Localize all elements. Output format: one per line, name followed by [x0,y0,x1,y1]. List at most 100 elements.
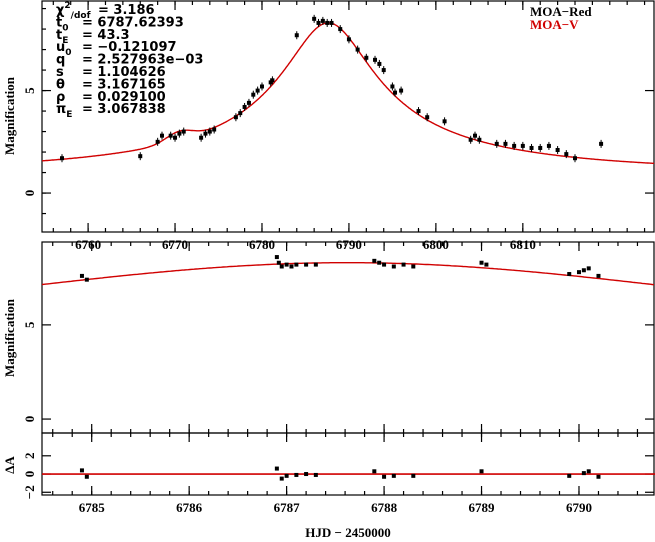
x-tick-label: 6800 [423,237,449,252]
parameter-value: = 0.029100 [82,90,166,105]
data-point [268,80,273,85]
data-point [312,16,317,21]
data-point [173,135,178,140]
parameter-line: χ2/dof [56,1,91,21]
data-point [581,268,586,273]
fit-parameters: χ2/dof = 3.186 t0 = 6787.62393 tE = 43.3 u0 = −… [56,1,203,120]
residual-point [382,474,387,479]
data-point [573,156,578,161]
data-point [212,127,217,132]
data-point [503,141,508,146]
data-point [391,264,396,269]
data-point [399,88,404,93]
residual-panel: 6785 6786 6787 6788 6789 6790 −2 0 2 [22,432,655,515]
x-tick-label: 6780 [249,237,275,252]
data-point [168,133,173,138]
data-point [238,111,243,116]
x-tick-label: 6810 [510,237,536,252]
data-point [442,119,447,124]
residual-point [79,468,84,473]
data-point [289,264,294,269]
x-tick-label: 6770 [162,237,188,252]
residual-point [596,474,601,479]
data-point [564,152,569,157]
data-point [416,109,421,114]
data-point [596,273,601,278]
data-point [477,137,482,142]
data-point [255,88,260,93]
residual-point [274,466,279,471]
residual-point [581,471,586,476]
y-tick-label: 5 [22,87,37,94]
data-point [425,115,430,120]
data-point [599,141,604,146]
residual-point [479,469,484,474]
data-point [155,139,160,144]
parameter-value: = 6787.62393 [82,15,184,30]
model-curve [41,262,655,286]
model-curve [42,22,655,165]
residual-point [411,473,416,478]
parameter-line: tE [56,28,68,46]
residual-point [279,476,284,481]
data-point [276,260,281,265]
data-point [473,133,478,138]
data-point [538,145,543,150]
data-point [274,255,279,260]
data-point [79,273,84,278]
y-tick-label: −2 [22,485,37,499]
data-point [233,115,238,120]
data-point [284,262,289,267]
y-tick-label: 2 [22,453,37,460]
data-point [329,20,334,25]
x-tick-label: 6786 [176,500,203,515]
data-point [364,55,369,60]
plot-frame [41,241,655,434]
data-point [313,262,318,267]
data-point [181,129,186,134]
data-point [246,100,251,105]
parameter-line: θ [56,77,65,92]
data-point [411,264,416,269]
x-tick-label: 6790 [566,500,592,515]
x-tick-label: 6785 [79,500,106,515]
parameter-value: = 3.067838 [82,102,166,117]
y-axis-title-residual: ΔA [2,456,17,474]
data-point [59,156,64,161]
data-point [355,47,360,52]
x-tick-label: 6760 [75,237,101,252]
data-point [567,272,572,277]
data-point [390,84,395,89]
middle-panel: 05 [22,241,655,434]
residual-point [586,469,591,474]
residual-point [84,474,89,479]
legend-moa-red: MOA−Red [530,4,592,19]
data-point [484,262,489,267]
data-point [346,37,351,42]
y-tick-label: 0 [22,190,37,197]
residual-point [372,469,377,474]
data-point [555,148,560,153]
data-point [251,92,256,97]
parameter-line: t0 [56,15,68,33]
y-tick-label: 5 [22,321,37,328]
parameter-line: πE [56,102,72,120]
parameter-value: = 3.186 [98,3,155,18]
data-point [377,61,382,66]
data-point [494,141,499,146]
residual-point [304,472,309,477]
data-point [520,143,525,148]
parameter-value: = 2.527963e−03 [82,53,203,68]
data-point [304,262,309,267]
data-point [373,57,378,62]
parameter-line: u0 [56,40,72,58]
residual-point [313,472,318,477]
data-point [177,131,182,136]
data-point [372,258,377,263]
data-point [84,277,89,282]
data-point [279,264,284,269]
data-point [320,18,325,23]
parameter-value: = 1.104626 [82,65,166,80]
data-point [512,143,517,148]
